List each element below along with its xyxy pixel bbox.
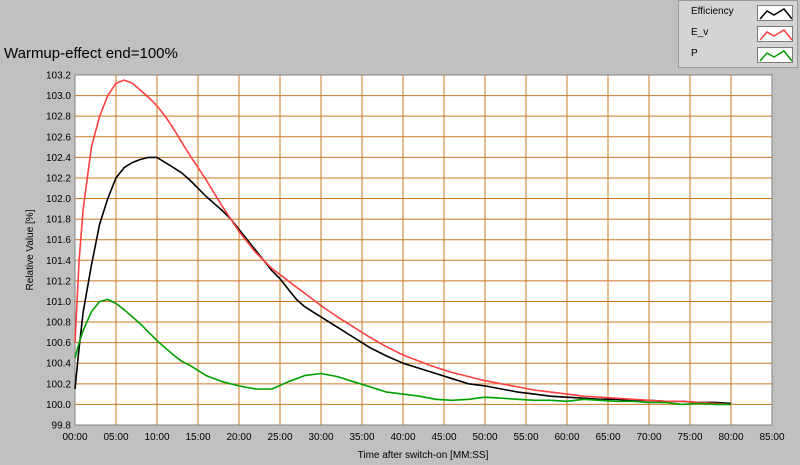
- x-tick-label: 20:00: [226, 432, 251, 443]
- x-tick-label: 35:00: [349, 432, 374, 443]
- y-tick-label: 101.8: [46, 215, 71, 226]
- plot-area: [74, 74, 773, 426]
- legend-item-efficiency: Efficiency: [679, 3, 797, 23]
- chart-title: Warmup-effect end=100%: [4, 45, 178, 62]
- y-tick-label: 103.2: [46, 71, 71, 82]
- grid: [75, 75, 772, 425]
- y-tick-label: 101.0: [46, 297, 71, 308]
- legend-swatch-ev: [757, 26, 793, 42]
- y-tick-label: 102.2: [46, 173, 71, 184]
- series-line-p: [74, 298, 731, 406]
- y-tick-label: 101.4: [46, 256, 71, 267]
- x-tick-label: 60:00: [554, 432, 579, 443]
- x-tick-label: 45:00: [431, 432, 456, 443]
- y-tick-label: 100.2: [46, 379, 71, 390]
- legend-label: P: [691, 48, 698, 59]
- x-tick-label: 30:00: [308, 432, 333, 443]
- x-tick-label: 65:00: [595, 432, 620, 443]
- x-tick-label: 10:00: [144, 432, 169, 443]
- x-axis-ticks: 00:00 05:00 10:00 15:00 20:00 25:00 30:00 35:00…: [62, 432, 784, 443]
- y-tick-label: 100.8: [46, 318, 71, 329]
- x-axis-title: Time after switch-on [MM:SS]: [358, 450, 489, 461]
- legend-swatch-efficiency: [757, 5, 793, 21]
- legend-swatch-p: [757, 47, 793, 63]
- y-tick-label: 101.2: [46, 276, 71, 287]
- y-axis-title: Relative Value [%]: [25, 209, 36, 290]
- x-tick-label: 85:00: [759, 432, 784, 443]
- legend-label: E_v: [691, 27, 709, 38]
- x-tick-label: 00:00: [62, 432, 87, 443]
- legend-item-p: P: [679, 45, 797, 65]
- series-line-efficiency: [74, 156, 732, 405]
- y-tick-label: 102.6: [46, 132, 71, 143]
- y-axis-ticks: 99.8 100.0 100.2 100.4 100.6 100.8 101.0 101.2 1…: [46, 71, 71, 432]
- y-tick-label: 100.0: [46, 400, 71, 411]
- x-tick-label: 40:00: [390, 432, 415, 443]
- y-tick-label: 102.8: [46, 112, 71, 123]
- y-tick-label: 100.6: [46, 338, 71, 349]
- y-tick-label: 101.6: [46, 235, 71, 246]
- x-tick-label: 80:00: [718, 432, 743, 443]
- x-tick-label: 05:00: [103, 432, 128, 443]
- x-tick-label: 75:00: [677, 432, 702, 443]
- series-lines: [74, 79, 732, 406]
- y-tick-label: 100.4: [46, 359, 71, 370]
- y-tick-label: 102.0: [46, 194, 71, 205]
- y-tick-label: 102.4: [46, 153, 71, 164]
- legend: Efficiency E_v P: [678, 0, 798, 68]
- legend-item-ev: E_v: [679, 24, 797, 44]
- x-tick-label: 55:00: [513, 432, 538, 443]
- legend-label: Efficiency: [691, 6, 734, 17]
- y-tick-label: 103.0: [46, 91, 71, 102]
- series-line-e-v: [74, 79, 732, 406]
- x-tick-label: 15:00: [185, 432, 210, 443]
- x-tick-label: 25:00: [267, 432, 292, 443]
- x-tick-label: 70:00: [636, 432, 661, 443]
- y-tick-label: 99.8: [52, 421, 72, 432]
- x-tick-label: 50:00: [472, 432, 497, 443]
